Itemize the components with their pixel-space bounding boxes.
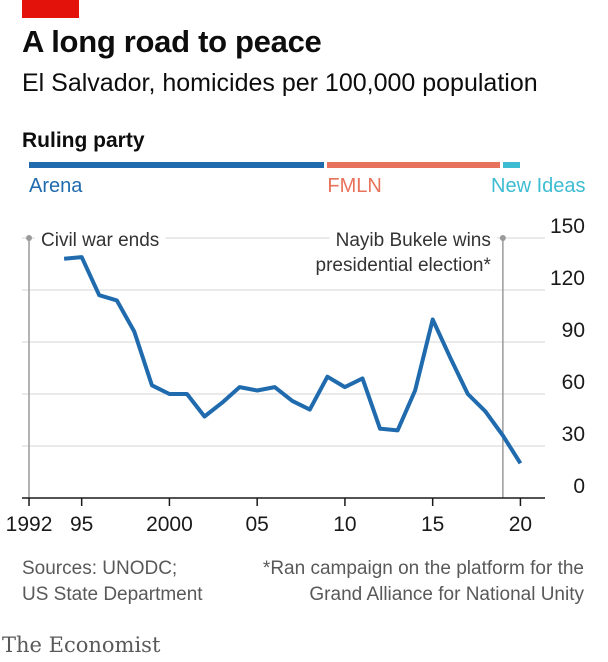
party-bar-fmln	[327, 162, 500, 168]
data-point	[308, 408, 312, 412]
data-point	[80, 255, 84, 259]
footnote-line: Grand Alliance for National Unity	[309, 584, 584, 605]
party-label-arena: Arena	[29, 175, 83, 197]
footnote-line: *Ran campaign on the platform for the	[262, 558, 584, 579]
annotation-label-bg	[329, 229, 497, 252]
party-bar-new-ideas	[502, 162, 521, 168]
data-point	[150, 383, 154, 387]
data-point	[483, 409, 487, 413]
annotation-label: presidential election*	[316, 255, 492, 276]
data-point	[431, 317, 435, 321]
party-label-new-ideas: New Ideas	[491, 175, 586, 197]
data-point	[396, 428, 400, 432]
y-tick-label: 60	[562, 371, 585, 394]
data-point	[378, 427, 382, 431]
data-point	[97, 293, 101, 297]
chart-title: A long road to peace	[22, 24, 322, 59]
data-point	[62, 257, 66, 261]
ruling-party-header: Ruling party	[22, 129, 145, 152]
x-tick-label: 15	[421, 513, 444, 536]
annotation-label-bg	[35, 229, 166, 252]
y-tick-label: 150	[550, 215, 585, 238]
sources-note: Sources: UNODC; US State Department	[22, 556, 203, 608]
annotation-dot	[499, 235, 506, 241]
annotation-label: Civil war ends	[41, 230, 159, 251]
data-point	[203, 415, 207, 419]
data-point	[255, 389, 259, 393]
annotation-dot	[26, 235, 33, 241]
data-point	[185, 392, 189, 396]
sources-line: Sources: UNODC;	[22, 558, 178, 579]
data-point	[413, 389, 417, 393]
y-tick-label: 30	[562, 423, 585, 446]
data-point	[167, 392, 171, 396]
data-point	[132, 330, 136, 334]
y-tick-label: 0	[573, 475, 585, 498]
party-label-fmln: FMLN	[327, 175, 382, 197]
economist-logo: The Economist	[2, 633, 161, 657]
data-point	[220, 401, 224, 405]
data-point	[501, 434, 505, 438]
x-tick-label: 2000	[146, 513, 193, 536]
data-point	[273, 385, 277, 389]
chart-subtitle: El Salvador, homicides per 100,000 popul…	[22, 69, 538, 97]
x-tick-label: 10	[333, 513, 356, 536]
data-point	[290, 399, 294, 403]
y-tick-label: 90	[562, 319, 585, 342]
x-tick-label: 95	[70, 513, 93, 536]
footnote: *Ran campaign on the platform for the Gr…	[263, 556, 584, 608]
data-point	[448, 356, 452, 360]
annotation-label: Nayib Bukele wins	[336, 230, 491, 251]
data-point	[343, 385, 347, 389]
homicide-chart: 0 30 60 90 120 150 Civil war ends Nayib Bukele …	[6, 215, 585, 536]
sources-line: US State Department	[22, 584, 203, 605]
data-point	[518, 461, 522, 465]
brand-red-tab	[22, 0, 79, 18]
party-bar-arena	[29, 162, 325, 168]
data-point	[238, 385, 242, 389]
y-tick-label: 120	[550, 267, 585, 290]
x-tick-label: 20	[509, 513, 532, 536]
x-tick-label: 05	[245, 513, 268, 536]
x-tick-label: 1992	[6, 513, 53, 536]
homicide-rate-line	[63, 255, 523, 465]
data-point	[360, 376, 364, 380]
data-point	[115, 298, 119, 302]
data-point	[325, 375, 329, 379]
data-point	[466, 392, 470, 396]
